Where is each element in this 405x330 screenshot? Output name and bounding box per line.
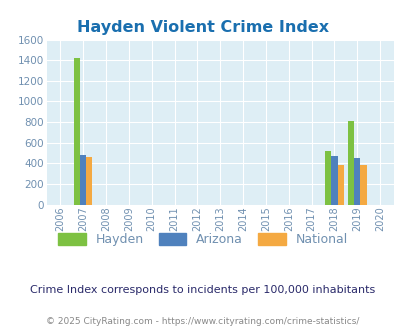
Bar bbox=[86, 157, 92, 205]
Bar bbox=[80, 155, 86, 205]
Bar bbox=[347, 121, 353, 205]
Bar bbox=[330, 156, 337, 205]
Text: © 2025 CityRating.com - https://www.cityrating.com/crime-statistics/: © 2025 CityRating.com - https://www.city… bbox=[46, 317, 359, 326]
Bar bbox=[353, 158, 360, 205]
Bar bbox=[324, 151, 330, 205]
Legend: Hayden, Arizona, National: Hayden, Arizona, National bbox=[53, 228, 352, 251]
Text: Hayden Violent Crime Index: Hayden Violent Crime Index bbox=[77, 20, 328, 35]
Bar bbox=[74, 58, 80, 205]
Bar bbox=[337, 165, 343, 205]
Bar bbox=[360, 165, 366, 205]
Text: Crime Index corresponds to incidents per 100,000 inhabitants: Crime Index corresponds to incidents per… bbox=[30, 285, 375, 295]
